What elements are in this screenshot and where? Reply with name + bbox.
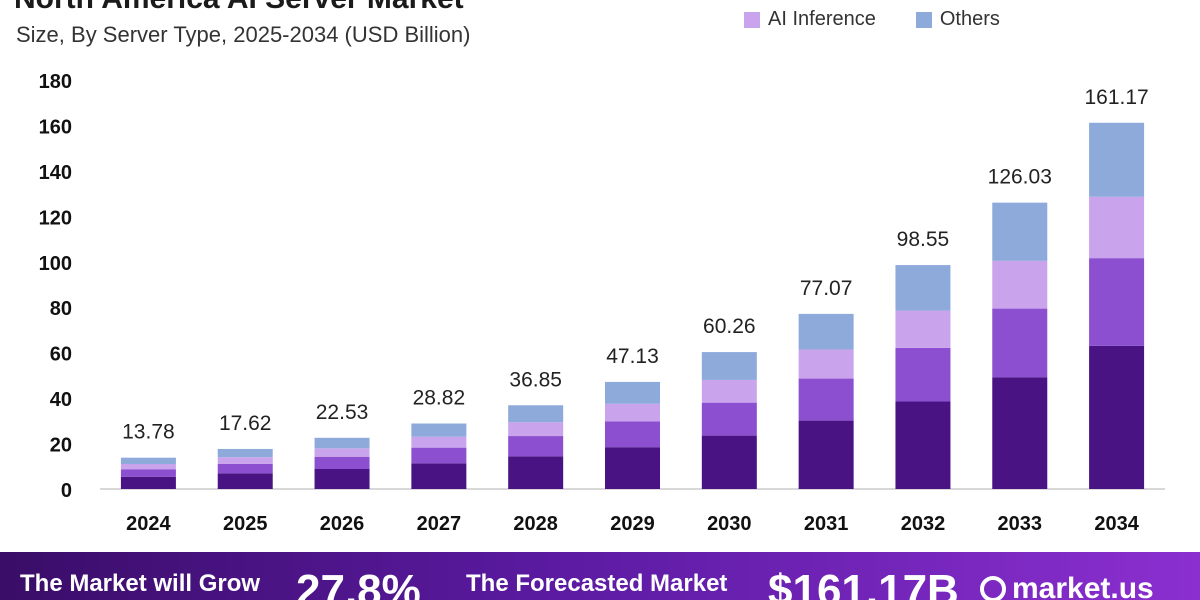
footer-banner: The Market will Grow 27.8% The Forecaste… — [0, 552, 1200, 600]
bar-segment-2027-s4 — [411, 423, 467, 437]
bar-segment-2032-s2 — [895, 347, 951, 402]
bar-segment-2026-s2 — [314, 456, 370, 470]
footer-forecast-value: $161.17B — [768, 566, 959, 600]
footer-cagr-value: 27.8% — [296, 566, 421, 600]
x-tick-label-2026: 2026 — [320, 513, 365, 535]
bar-segment-2026-s1 — [314, 469, 370, 489]
footer-grow-text: The Market will Grow — [20, 570, 261, 597]
data-label-2029: 47.13 — [606, 345, 659, 368]
bar-segment-2025-s3 — [217, 457, 273, 464]
bar-segment-2024-s3 — [120, 464, 176, 470]
x-tick-label-2027: 2027 — [417, 513, 462, 535]
x-tick-label-2030: 2030 — [707, 513, 752, 535]
x-tick-label-2031: 2031 — [804, 513, 849, 535]
bar-segment-2033-s3 — [992, 260, 1048, 309]
y-tick-label: 40 — [50, 389, 72, 411]
legend-label-others: Others — [939, 8, 1000, 30]
data-label-2030: 60.26 — [703, 315, 756, 338]
y-tick-label: 160 — [39, 116, 72, 138]
bar-segment-2024-s2 — [120, 469, 176, 477]
bar-segment-2028-s1 — [508, 456, 564, 489]
legend-item-others: Others — [915, 8, 1000, 31]
stacked-bar-chart: 0 20 40 60 80 100 120 140 160 180 13.78 2024 17.62 20… — [39, 71, 1165, 535]
bar-segment-2025-s2 — [217, 463, 273, 474]
y-tick-label: 100 — [39, 253, 72, 275]
bar-segment-2030-s3 — [701, 379, 757, 403]
legend-swatch-ai-inference — [744, 11, 760, 28]
legend-swatch-others — [915, 11, 932, 28]
bar-segment-2030-s2 — [701, 402, 757, 436]
bar-segment-2033-s4 — [992, 202, 1048, 261]
bar-segment-2028-s4 — [508, 405, 564, 423]
legend-label-ai-inference: AI Inference — [768, 8, 876, 30]
bar-segment-2031-s1 — [798, 420, 854, 489]
data-label-2032: 98.55 — [897, 228, 950, 251]
bar-segment-2025-s4 — [217, 448, 273, 458]
data-label-2028: 36.85 — [509, 368, 562, 391]
chart-legend: AI Inference Others — [744, 8, 1000, 31]
bar-segment-2034-s4 — [1089, 122, 1145, 197]
chart-subtitle: Size, By Server Type, 2025-2034 (USD Bil… — [16, 22, 471, 47]
x-tick-label-2034: 2034 — [1094, 513, 1139, 535]
y-tick-label: 20 — [50, 435, 72, 457]
bar-segment-2028-s2 — [508, 436, 564, 457]
legend-item-ai-inference: AI Inference — [744, 8, 876, 31]
bar-segment-2031-s2 — [798, 378, 854, 421]
x-tick-label-2029: 2029 — [610, 513, 655, 535]
y-tick-label: 60 — [50, 344, 72, 366]
y-tick-label: 0 — [61, 480, 72, 502]
logo-text: market.us — [1012, 572, 1154, 600]
bar-segment-2027-s1 — [411, 463, 467, 489]
data-label-2034: 161.17 — [1084, 86, 1148, 109]
data-label-2033: 126.03 — [988, 166, 1052, 189]
data-label-2026: 22.53 — [316, 401, 369, 424]
y-tick-label: 180 — [39, 71, 72, 93]
data-label-2025: 17.62 — [219, 412, 272, 435]
bar-segment-2029-s2 — [605, 421, 660, 448]
data-label-2024: 13.78 — [122, 421, 175, 444]
data-label-2031: 77.07 — [800, 277, 853, 300]
chart-title: North America AI Server Market — [14, 0, 464, 16]
x-tick-label-2033: 2033 — [998, 513, 1043, 535]
bar-segment-2027-s2 — [411, 447, 467, 464]
footer-forecast-text: The Forecasted Market — [466, 570, 728, 597]
bar-segment-2034-s2 — [1089, 258, 1145, 346]
y-tick-label: 140 — [39, 162, 72, 184]
bar-segment-2029-s4 — [605, 381, 660, 404]
bar-segment-2034-s1 — [1089, 345, 1145, 489]
x-tick-label-2024: 2024 — [126, 513, 171, 535]
bar-segment-2034-s3 — [1089, 196, 1145, 259]
bar-segment-2031-s3 — [798, 349, 854, 379]
x-tick-label-2028: 2028 — [513, 513, 558, 535]
y-tick-label: 80 — [50, 298, 72, 320]
bar-segment-2033-s2 — [992, 308, 1048, 378]
bar-segment-2028-s3 — [508, 422, 564, 437]
bar-segment-2026-s3 — [314, 448, 370, 457]
bar-segment-2030-s4 — [701, 352, 757, 380]
logo-icon — [980, 576, 1006, 600]
data-label-2027: 28.82 — [413, 387, 466, 410]
bar-segment-2026-s4 — [314, 437, 370, 449]
bar-segment-2029-s1 — [605, 447, 660, 489]
bar-segment-2032-s4 — [895, 265, 951, 311]
bar-segment-2024-s1 — [120, 476, 176, 489]
bar-segment-2030-s1 — [701, 435, 757, 489]
bar-segment-2025-s1 — [217, 473, 273, 489]
bar-segment-2032-s1 — [895, 401, 951, 489]
bar-segment-2031-s4 — [798, 313, 854, 350]
bar-segment-2029-s3 — [605, 403, 660, 422]
x-tick-label-2032: 2032 — [901, 513, 946, 535]
bar-segment-2032-s3 — [895, 310, 951, 348]
bar-segment-2024-s4 — [120, 457, 176, 465]
x-tick-label-2025: 2025 — [223, 513, 268, 535]
market-us-logo: market.us — [980, 572, 1154, 600]
y-tick-label: 120 — [39, 207, 72, 229]
bar-segment-2027-s3 — [411, 436, 467, 448]
bar-segment-2033-s1 — [992, 377, 1048, 489]
